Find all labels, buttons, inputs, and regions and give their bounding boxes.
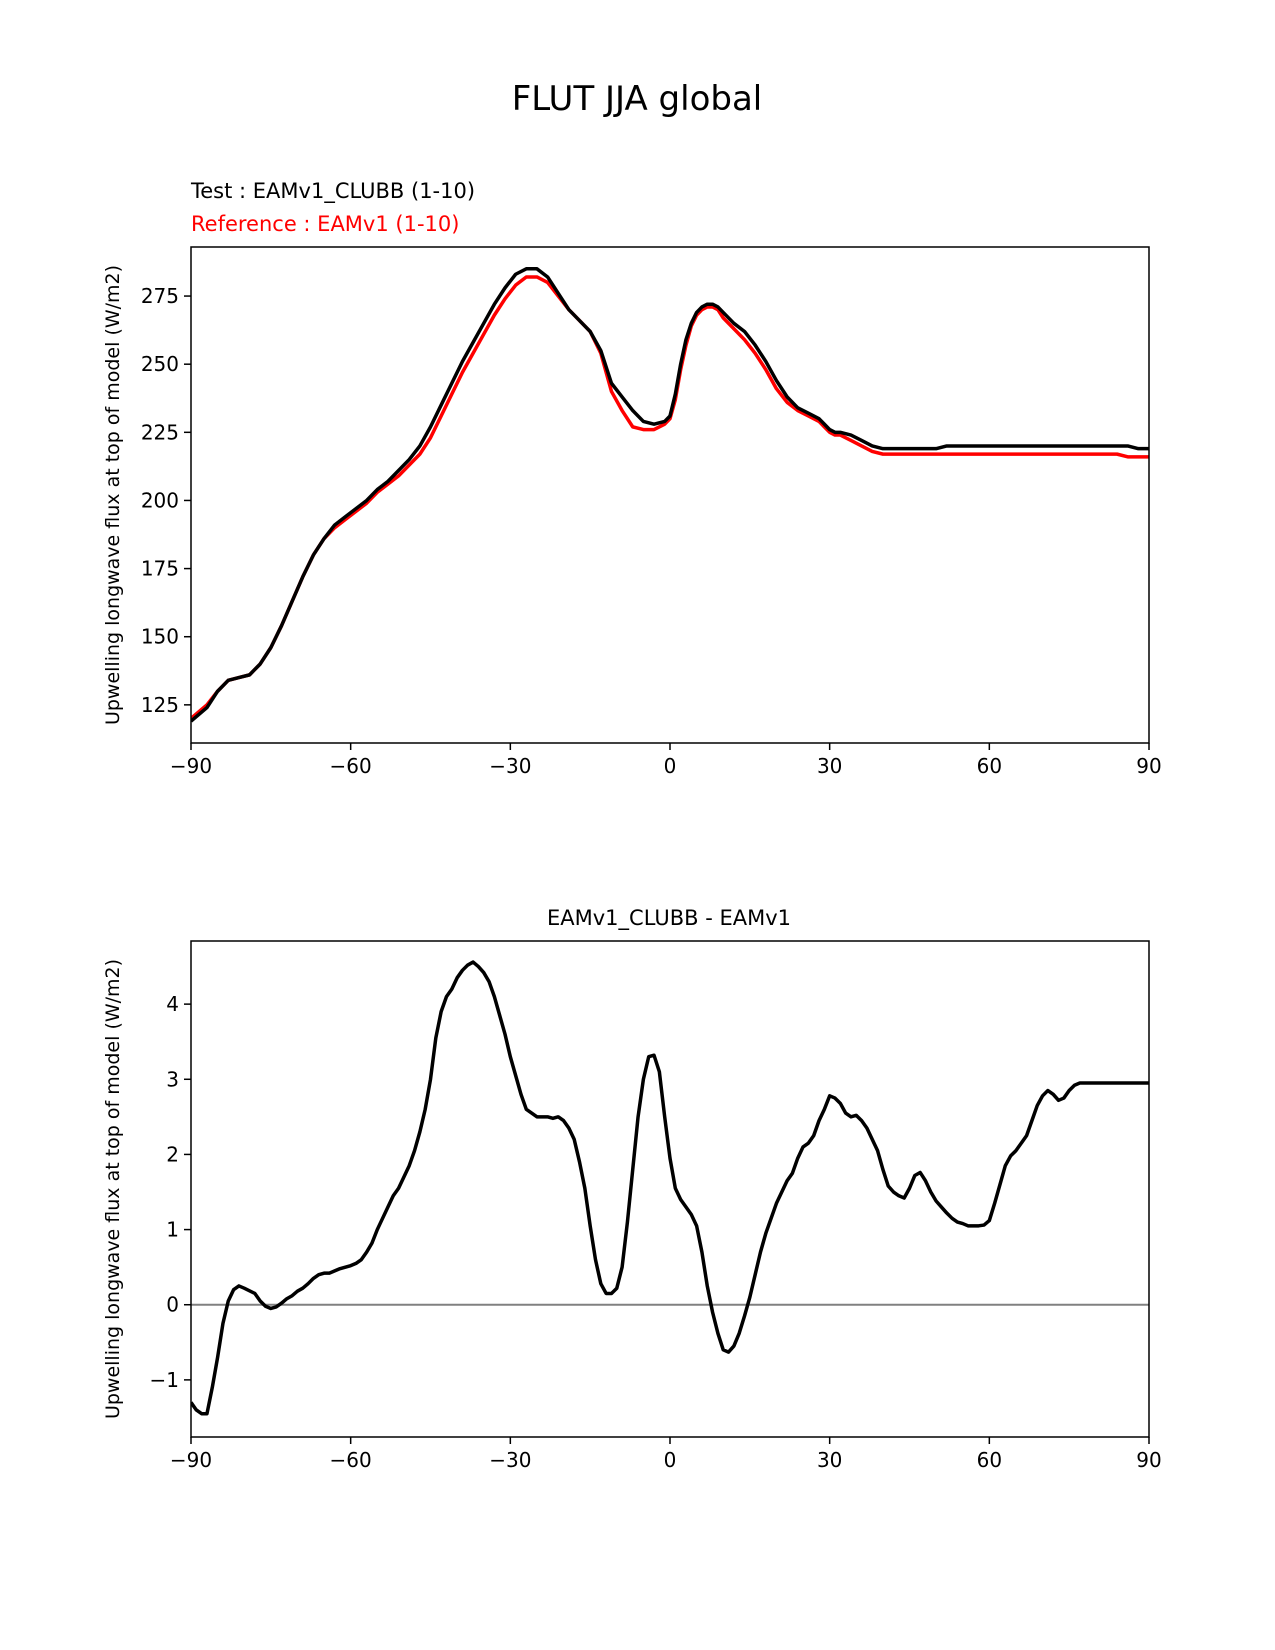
y-tick-label: 2	[166, 1142, 179, 1166]
y-tick-label: 3	[166, 1067, 179, 1091]
top-panel: Test : EAMv1_CLUBB (1-10) Reference : EA…	[102, 179, 1162, 778]
x-tick-label: −30	[489, 1448, 531, 1472]
y-tick-label: 150	[141, 625, 179, 649]
x-tick-label: −90	[170, 754, 212, 778]
x-tick-label: 60	[977, 754, 1002, 778]
legend-test-label: Test : EAMv1_CLUBB (1-10)	[190, 179, 475, 204]
y-tick-label: 200	[141, 488, 179, 512]
diff-panel-title: EAMv1_CLUBB - EAMv1	[547, 906, 791, 931]
x-tick-label: 60	[977, 1448, 1002, 1472]
x-tick-label: −60	[330, 754, 372, 778]
y-tick-label: 125	[141, 693, 179, 717]
y-tick-label: 250	[141, 352, 179, 376]
x-tick-label: 0	[664, 1448, 677, 1472]
legend-reference-label: Reference : EAMv1 (1-10)	[191, 212, 459, 236]
y-tick-label: 225	[141, 420, 179, 444]
figure-title: FLUT JJA global	[512, 79, 762, 119]
bottom-panel: EAMv1_CLUBB - EAMv1 −90 −60 −30 0 30 60 90 −1 0 1…	[102, 906, 1162, 1472]
x-tick-label: −90	[170, 1448, 212, 1472]
y-tick-label: 0	[166, 1293, 179, 1317]
x-tick-label: −30	[489, 754, 531, 778]
difference-series-line	[191, 960, 1149, 1416]
x-tick-label: 0	[664, 754, 677, 778]
x-tick-label: −60	[330, 1448, 372, 1472]
x-tick-label: 90	[1136, 754, 1161, 778]
y-axis-label: Upwelling longwave flux at top of model …	[102, 959, 124, 1419]
y-tick-label: 175	[141, 557, 179, 581]
x-tick-label: 90	[1136, 1448, 1161, 1472]
x-tick-label: 30	[817, 1448, 842, 1472]
test-series-line	[191, 267, 1149, 723]
y-tick-label: 1	[166, 1218, 179, 1242]
y-axis-label: Upwelling longwave flux at top of model …	[102, 265, 124, 725]
y-tick-label: 275	[141, 284, 179, 308]
y-tick-label: −1	[150, 1368, 179, 1392]
x-tick-label: 30	[817, 754, 842, 778]
y-tick-label: 4	[166, 992, 179, 1016]
